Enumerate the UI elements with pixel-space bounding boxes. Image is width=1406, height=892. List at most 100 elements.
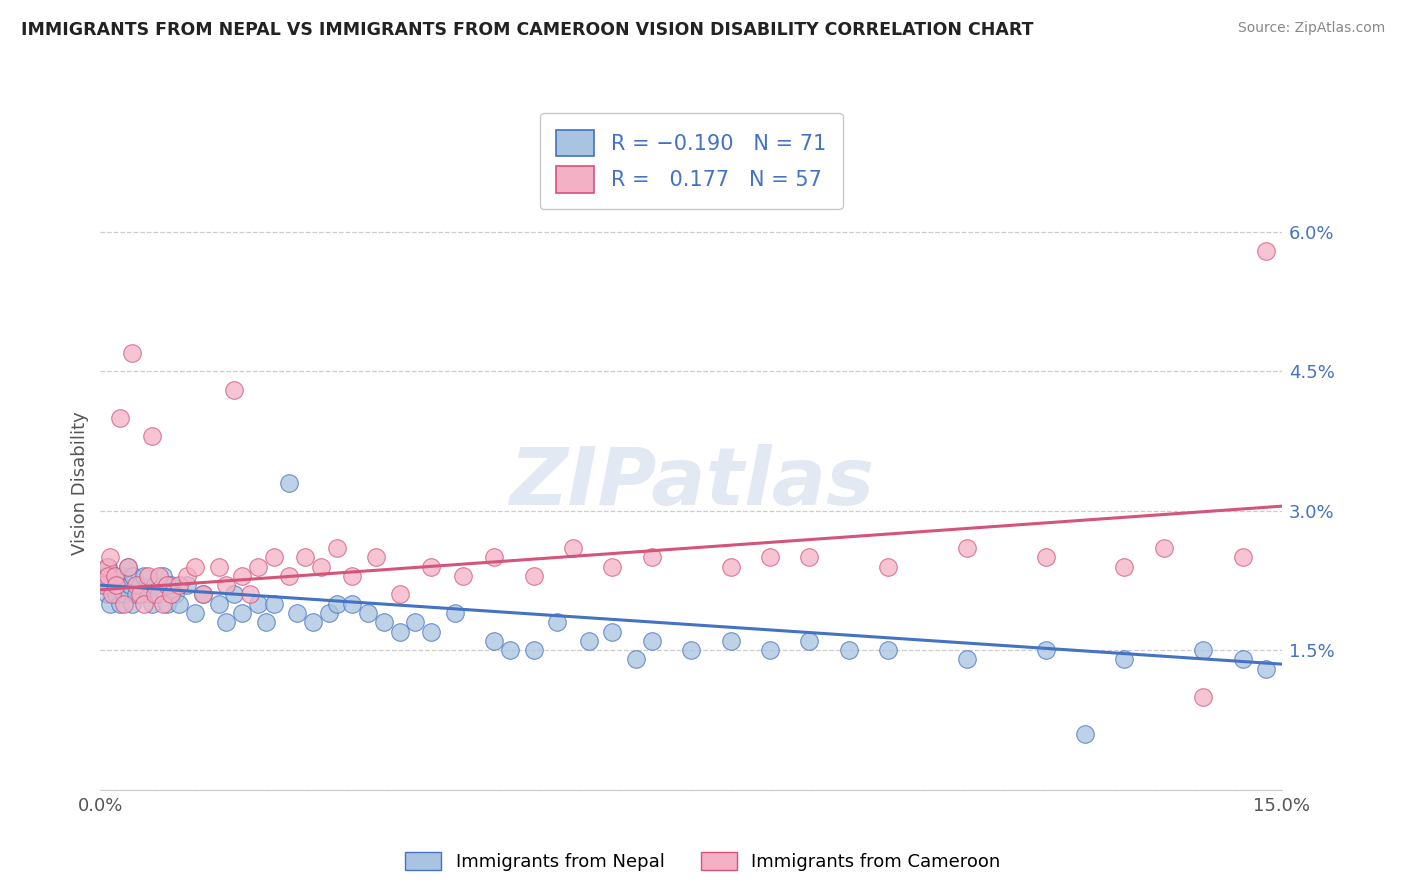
Point bbox=[215, 578, 238, 592]
Point bbox=[128, 587, 150, 601]
Point bbox=[578, 634, 600, 648]
Point bbox=[125, 587, 148, 601]
Point bbox=[117, 559, 139, 574]
Point bbox=[191, 587, 214, 601]
Point bbox=[1256, 244, 1278, 258]
Point bbox=[373, 615, 395, 630]
Point bbox=[523, 643, 546, 657]
Point bbox=[94, 569, 117, 583]
Point bbox=[132, 597, 155, 611]
Point bbox=[136, 569, 159, 583]
Point bbox=[325, 597, 347, 611]
Point bbox=[388, 587, 411, 601]
Point bbox=[342, 569, 364, 583]
Point bbox=[136, 587, 159, 601]
Point bbox=[103, 569, 125, 583]
Point bbox=[1114, 652, 1136, 666]
Point bbox=[231, 606, 253, 620]
Point bbox=[141, 429, 163, 443]
Point bbox=[1192, 690, 1215, 704]
Point bbox=[263, 597, 285, 611]
Point bbox=[451, 569, 474, 583]
Point bbox=[103, 569, 125, 583]
Point bbox=[523, 569, 546, 583]
Point bbox=[877, 559, 900, 574]
Point bbox=[167, 578, 190, 592]
Point bbox=[156, 578, 179, 592]
Point bbox=[152, 597, 174, 611]
Point bbox=[98, 550, 121, 565]
Point bbox=[120, 578, 142, 592]
Point bbox=[294, 550, 316, 565]
Point bbox=[799, 550, 821, 565]
Point bbox=[325, 541, 347, 555]
Point bbox=[956, 652, 979, 666]
Point bbox=[184, 559, 207, 574]
Point bbox=[93, 578, 115, 592]
Legend: R = −0.190   N = 71, R =   0.177   N = 57: R = −0.190 N = 71, R = 0.177 N = 57 bbox=[540, 113, 842, 210]
Point bbox=[877, 643, 900, 657]
Text: Source: ZipAtlas.com: Source: ZipAtlas.com bbox=[1237, 21, 1385, 35]
Point bbox=[263, 550, 285, 565]
Point bbox=[121, 346, 143, 360]
Point bbox=[759, 643, 782, 657]
Point bbox=[420, 624, 443, 639]
Point bbox=[165, 587, 187, 601]
Point bbox=[546, 615, 568, 630]
Point bbox=[562, 541, 585, 555]
Point bbox=[1192, 643, 1215, 657]
Point bbox=[93, 578, 115, 592]
Point bbox=[254, 615, 277, 630]
Point bbox=[128, 578, 150, 592]
Point bbox=[224, 383, 246, 397]
Point bbox=[602, 624, 624, 639]
Text: IMMIGRANTS FROM NEPAL VS IMMIGRANTS FROM CAMEROON VISION DISABILITY CORRELATION : IMMIGRANTS FROM NEPAL VS IMMIGRANTS FROM… bbox=[21, 21, 1033, 38]
Point bbox=[176, 569, 198, 583]
Point bbox=[145, 578, 167, 592]
Point bbox=[207, 597, 229, 611]
Point bbox=[107, 578, 129, 592]
Point bbox=[108, 597, 131, 611]
Point bbox=[145, 587, 167, 601]
Point bbox=[302, 615, 325, 630]
Point bbox=[141, 597, 163, 611]
Point bbox=[357, 606, 380, 620]
Point bbox=[224, 587, 246, 601]
Text: ZIPatlas: ZIPatlas bbox=[509, 444, 873, 522]
Point bbox=[105, 578, 128, 592]
Point bbox=[420, 559, 443, 574]
Point bbox=[443, 606, 465, 620]
Point bbox=[152, 569, 174, 583]
Point bbox=[1232, 652, 1254, 666]
Point bbox=[624, 652, 647, 666]
Point bbox=[191, 587, 214, 601]
Point bbox=[105, 587, 128, 601]
Point bbox=[285, 606, 308, 620]
Point bbox=[484, 550, 506, 565]
Point bbox=[125, 578, 148, 592]
Point bbox=[1035, 550, 1057, 565]
Point bbox=[112, 597, 135, 611]
Point bbox=[838, 643, 860, 657]
Point bbox=[239, 587, 262, 601]
Point bbox=[1035, 643, 1057, 657]
Point bbox=[101, 578, 124, 592]
Point bbox=[231, 569, 253, 583]
Point bbox=[148, 587, 170, 601]
Point bbox=[278, 569, 301, 583]
Point bbox=[176, 578, 198, 592]
Point bbox=[956, 541, 979, 555]
Point bbox=[112, 587, 135, 601]
Point bbox=[122, 569, 145, 583]
Point bbox=[799, 634, 821, 648]
Point bbox=[342, 597, 364, 611]
Point bbox=[184, 606, 207, 620]
Point bbox=[681, 643, 703, 657]
Point bbox=[96, 587, 118, 601]
Point bbox=[160, 578, 183, 592]
Point bbox=[641, 634, 664, 648]
Point bbox=[602, 559, 624, 574]
Point bbox=[1153, 541, 1175, 555]
Point bbox=[167, 597, 190, 611]
Y-axis label: Vision Disability: Vision Disability bbox=[72, 411, 89, 555]
